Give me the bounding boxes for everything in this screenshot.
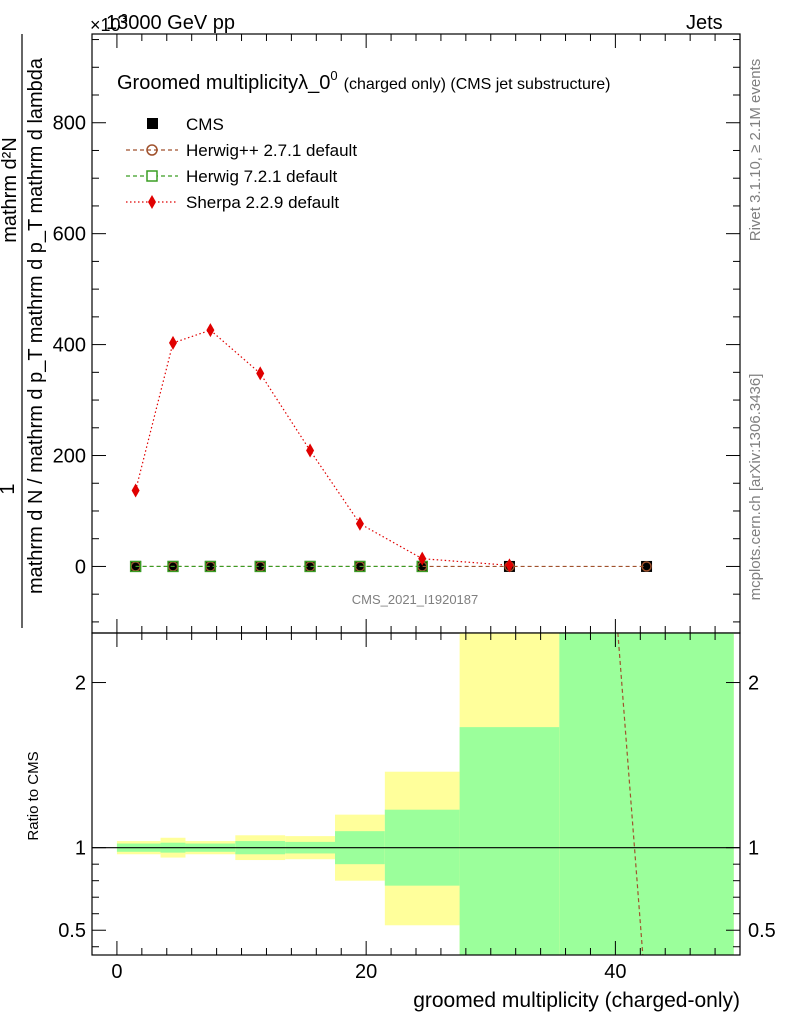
point-sherpa (355, 516, 364, 531)
ylabel-frac-one: 1 (0, 483, 19, 494)
y-tick-label: 600 (53, 224, 86, 246)
x-tick-label: 0 (111, 961, 122, 983)
ratio-y-tick-label: 0.5 (58, 920, 86, 942)
legend-marker-cms (147, 118, 158, 129)
point-herwig7 (204, 560, 217, 573)
ratio-y-tick-label-right: 2 (748, 673, 759, 695)
x-axis-label: groomed multiplicity (charged-only) (413, 989, 740, 1012)
main-panel: 0 200 400 600 800 Groomed multiplicityλ_00(c… (53, 33, 741, 634)
legend: CMS Herwig++ 2.7.1 default Herwig 7.2.1 … (126, 115, 357, 212)
point-herwig7 (167, 560, 179, 573)
legend-marker-herwigpp (146, 144, 158, 156)
point-sherpa (169, 335, 177, 350)
point-cms (304, 560, 316, 572)
legend-label-herwigpp: Herwig++ 2.7.1 default (186, 141, 357, 160)
point-cms (641, 560, 653, 572)
legend-entry-herwig7: Herwig 7.2.1 default (126, 167, 337, 186)
ratio-y-tick-label-right: 0.5 (748, 920, 776, 942)
point-cms (204, 560, 216, 572)
point-sherpa (418, 551, 427, 566)
header-left: 13000 GeV pp (106, 12, 235, 34)
legend-entry-sherpa: Sherpa 2.2.9 default (126, 193, 339, 212)
series-3-line (135, 329, 510, 566)
ratio-axis-ticks: 0.5 0.51 12 20 20 40 (58, 633, 776, 983)
main-ylabel: 1 mathrm d N / mathrm d p_T mathrm d p_T… (0, 34, 47, 628)
chart-title: Groomed multiplicityλ_00(charged only) (… (117, 68, 610, 94)
y-tick-label: 200 (53, 446, 86, 468)
ratio-frame (91, 632, 741, 956)
ratio-y-tick-label: 1 (75, 838, 86, 860)
band-green (459, 727, 560, 955)
ratio-panel: 0.5 0.51 12 20 20 40 Ratio to CMS groomed mul… (25, 632, 776, 1012)
point-sherpa (306, 443, 315, 458)
point-herwig7 (129, 560, 142, 573)
point-sherpa (206, 323, 215, 338)
point-sherpa (256, 366, 265, 381)
x-tick-label: 20 (355, 961, 377, 983)
legend-entry-cms: CMS (147, 115, 224, 134)
main-axis-ticks: 0 200 400 600 800 (53, 34, 741, 633)
point-herwigpp (641, 561, 652, 572)
x-tick-label: 40 (604, 961, 626, 983)
mcplots-label: mcplots.cern.ch [arXiv:1306.3436] (747, 374, 764, 601)
ratio-ylabel: Ratio to CMS (25, 751, 42, 840)
legend-label-herwig7: Herwig 7.2.1 default (186, 167, 337, 186)
point-sherpa (131, 483, 140, 498)
legend-label-sherpa: Sherpa 2.2.9 default (186, 193, 339, 212)
ratio-bands (116, 633, 734, 955)
point-cms (416, 560, 428, 572)
legend-marker-sherpa (148, 195, 156, 209)
ratio-lines (617, 632, 644, 956)
point-herwig7 (304, 560, 316, 573)
ylabel-denominator: mathrm d N / mathrm d p_T mathrm d p_T m… (25, 57, 47, 594)
rivet-label: Rivet 3.1.10, ≥ 2.1M events (747, 59, 764, 242)
legend-entry-herwigpp: Herwig++ 2.7.1 default (126, 141, 357, 160)
legend-label-cms: CMS (186, 115, 224, 134)
ylabel-numerator: mathrm d²N (0, 137, 21, 243)
point-herwig7 (354, 560, 366, 573)
band-green (559, 633, 734, 955)
header-right: Jets (686, 12, 723, 34)
analysis-watermark: CMS_2021_I1920187 (352, 592, 479, 607)
main-curves (129, 323, 653, 573)
y-multiplier: ×103 (90, 11, 128, 35)
y-tick-label: 0 (75, 556, 86, 578)
point-cms (254, 560, 266, 572)
ratio-line (617, 632, 644, 956)
point-sherpa (505, 558, 514, 573)
y-tick-label: 400 (53, 335, 86, 357)
point-herwig7 (254, 560, 266, 573)
y-tick-label: 800 (53, 113, 86, 135)
ratio-y-tick-label-right: 1 (748, 838, 759, 860)
ratio-y-tick-label: 2 (75, 673, 86, 695)
legend-marker-herwig7 (146, 170, 158, 182)
